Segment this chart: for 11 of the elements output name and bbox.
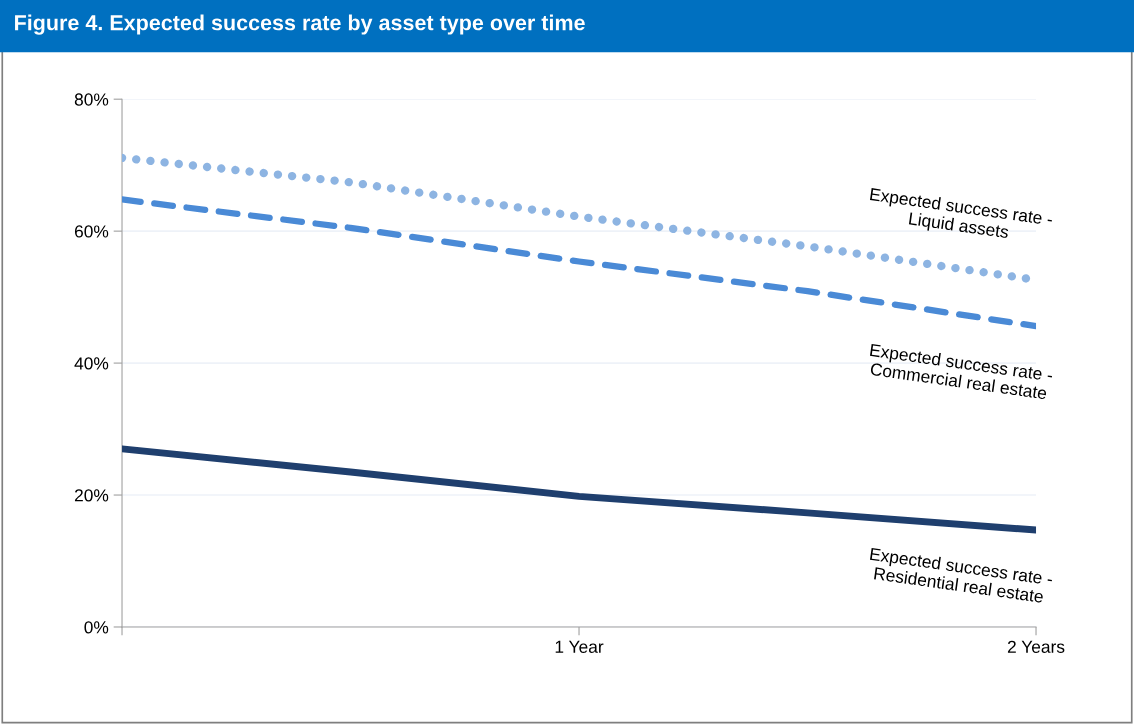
y-tick-label: 0% bbox=[84, 621, 109, 634]
chart-title: Figure 4. Expected success rate by asset type over time bbox=[15, 14, 585, 35]
x-tick-label: 1 Year bbox=[555, 640, 604, 653]
text: Expected success rate - Commercial real estate bbox=[869, 343, 1054, 400]
text: Expected success rate - Residential real estate bbox=[869, 547, 1054, 603]
text: Expected success rate - Liquid assets bbox=[869, 187, 1054, 242]
y-tick-label: 60% bbox=[74, 225, 109, 238]
y-tick-label: 40% bbox=[74, 357, 109, 370]
y-tick-label: 80% bbox=[74, 93, 109, 106]
y-tick-label: 20% bbox=[74, 489, 109, 502]
x-tick-label: 2 Years bbox=[1007, 640, 1065, 653]
